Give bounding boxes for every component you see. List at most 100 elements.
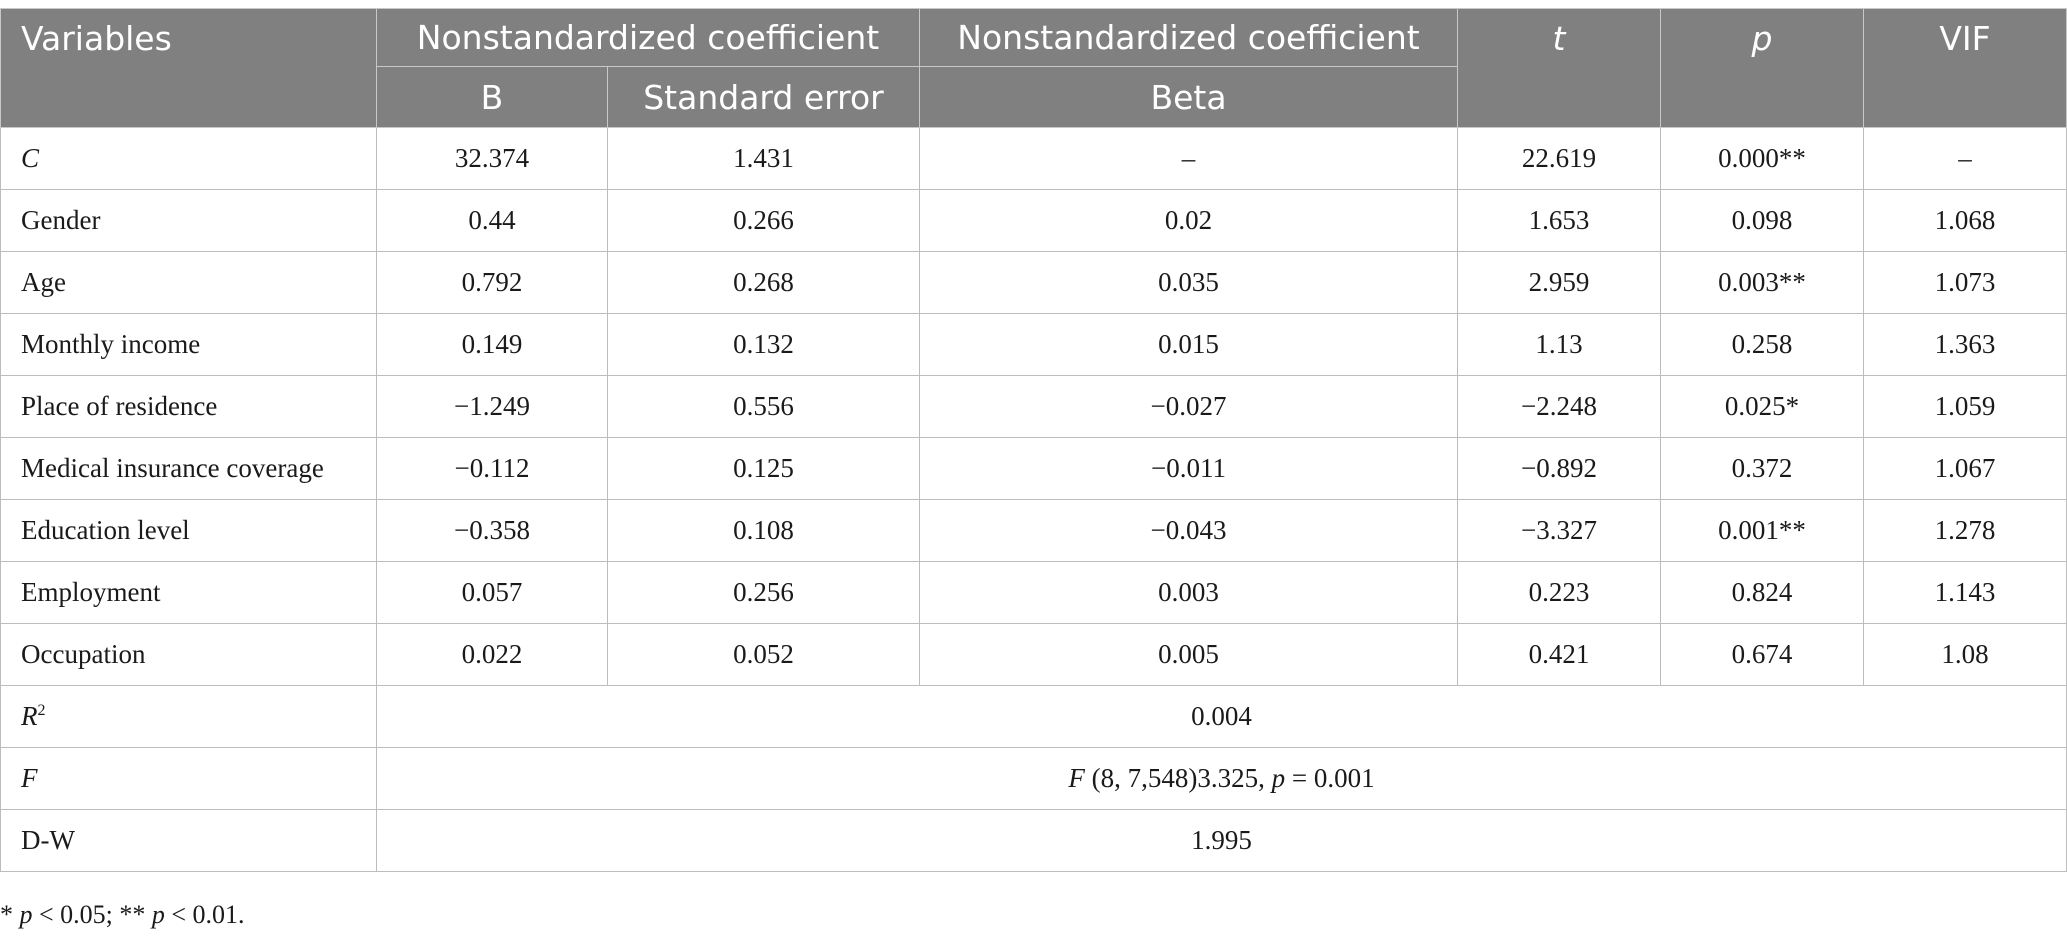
header-b: B bbox=[376, 66, 608, 128]
cell-t: 0.421 bbox=[1457, 623, 1661, 686]
table-body: C 32.374 1.431 – 22.619 0.000** – Gender… bbox=[0, 127, 2067, 872]
cell-vif: 1.059 bbox=[1863, 375, 2067, 438]
header-beta: Beta bbox=[919, 66, 1458, 128]
cell-vif: 1.363 bbox=[1863, 313, 2067, 376]
cell-p: 0.098 bbox=[1660, 189, 1864, 252]
footnote-end: < 0.01. bbox=[164, 900, 245, 929]
summary-row-r2: R2 0.004 bbox=[0, 685, 2067, 748]
cell-se: 0.052 bbox=[607, 623, 920, 686]
cell-variable: Gender bbox=[0, 189, 377, 252]
cell-t: −2.248 bbox=[1457, 375, 1661, 438]
cell-beta: 0.015 bbox=[919, 313, 1458, 376]
f-value-p: p bbox=[1271, 763, 1286, 793]
cell-se: 0.268 bbox=[607, 251, 920, 314]
cell-p: 0.258 bbox=[1660, 313, 1864, 376]
cell-p: 0.001** bbox=[1660, 499, 1864, 562]
table-row: Gender 0.44 0.266 0.02 1.653 0.098 1.068 bbox=[0, 189, 2067, 252]
cell-se: 1.431 bbox=[607, 127, 920, 190]
cell-b: 32.374 bbox=[376, 127, 608, 190]
cell-variable: Place of residence bbox=[0, 375, 377, 438]
summary-row-f: F F (8, 7,548)3.325, p = 0.001 bbox=[0, 747, 2067, 810]
regression-table: Variables Nonstandardized coefficient No… bbox=[0, 8, 2067, 872]
cell-se: 0.256 bbox=[607, 561, 920, 624]
header-nonstandardized-group-1: Nonstandardized coefficient bbox=[376, 8, 920, 67]
table-row: C 32.374 1.431 – 22.619 0.000** – bbox=[0, 127, 2067, 190]
cell-b: −0.112 bbox=[376, 437, 608, 500]
f-value-end: = 0.001 bbox=[1285, 763, 1375, 793]
footnote-p1: p bbox=[19, 900, 33, 929]
cell-b: 0.44 bbox=[376, 189, 608, 252]
table-row: Occupation 0.022 0.052 0.005 0.421 0.674… bbox=[0, 623, 2067, 686]
cell-beta: −0.027 bbox=[919, 375, 1458, 438]
cell-p: 0.000** bbox=[1660, 127, 1864, 190]
table-row: Medical insurance coverage −0.112 0.125 … bbox=[0, 437, 2067, 500]
cell-beta: −0.043 bbox=[919, 499, 1458, 562]
header-standard-error: Standard error bbox=[607, 66, 920, 128]
cell-beta: −0.011 bbox=[919, 437, 1458, 500]
table-footnote: * p < 0.05; ** p < 0.01. bbox=[0, 900, 245, 930]
cell-r2-label: R2 bbox=[0, 685, 377, 748]
table-row: Employment 0.057 0.256 0.003 0.223 0.824… bbox=[0, 561, 2067, 624]
cell-b: −1.249 bbox=[376, 375, 608, 438]
cell-p: 0.824 bbox=[1660, 561, 1864, 624]
cell-variable: C bbox=[0, 127, 377, 190]
cell-vif: 1.068 bbox=[1863, 189, 2067, 252]
header-variables: Variables bbox=[0, 8, 377, 128]
cell-p: 0.674 bbox=[1660, 623, 1864, 686]
cell-beta: 0.02 bbox=[919, 189, 1458, 252]
cell-vif: 1.278 bbox=[1863, 499, 2067, 562]
cell-variable: Age bbox=[0, 251, 377, 314]
cell-b: 0.022 bbox=[376, 623, 608, 686]
cell-f-value: F (8, 7,548)3.325, p = 0.001 bbox=[376, 747, 2067, 810]
r2-label-superscript: 2 bbox=[37, 702, 46, 719]
cell-vif: 1.143 bbox=[1863, 561, 2067, 624]
cell-se: 0.556 bbox=[607, 375, 920, 438]
cell-dw-label: D-W bbox=[0, 809, 377, 872]
cell-t: −0.892 bbox=[1457, 437, 1661, 500]
cell-beta: 0.035 bbox=[919, 251, 1458, 314]
footnote-p2: p bbox=[151, 900, 165, 929]
f-value-mid: (8, 7,548)3.325, bbox=[1084, 763, 1272, 793]
cell-variable: Education level bbox=[0, 499, 377, 562]
cell-b: −0.358 bbox=[376, 499, 608, 562]
cell-vif: 1.073 bbox=[1863, 251, 2067, 314]
cell-p: 0.025* bbox=[1660, 375, 1864, 438]
cell-variable: Medical insurance coverage bbox=[0, 437, 377, 500]
cell-se: 0.108 bbox=[607, 499, 920, 562]
cell-t: 0.223 bbox=[1457, 561, 1661, 624]
header-nonstandardized-group-2: Nonstandardized coefficient bbox=[919, 8, 1458, 67]
cell-variable: Employment bbox=[0, 561, 377, 624]
cell-t: 2.959 bbox=[1457, 251, 1661, 314]
cell-t: −3.327 bbox=[1457, 499, 1661, 562]
cell-b: 0.057 bbox=[376, 561, 608, 624]
cell-beta: – bbox=[919, 127, 1458, 190]
cell-t: 1.13 bbox=[1457, 313, 1661, 376]
cell-t: 1.653 bbox=[1457, 189, 1661, 252]
cell-b: 0.149 bbox=[376, 313, 608, 376]
header-t: t bbox=[1457, 8, 1661, 128]
cell-beta: 0.003 bbox=[919, 561, 1458, 624]
r2-label-base: R bbox=[21, 701, 38, 731]
cell-t: 22.619 bbox=[1457, 127, 1661, 190]
header-vif: VIF bbox=[1863, 8, 2067, 128]
cell-dw-value: 1.995 bbox=[376, 809, 2067, 872]
cell-vif: 1.067 bbox=[1863, 437, 2067, 500]
footnote-mid: < 0.05; ** bbox=[32, 900, 152, 929]
table-row: Age 0.792 0.268 0.035 2.959 0.003** 1.07… bbox=[0, 251, 2067, 314]
cell-variable: Monthly income bbox=[0, 313, 377, 376]
cell-se: 0.266 bbox=[607, 189, 920, 252]
table-row: Education level −0.358 0.108 −0.043 −3.3… bbox=[0, 499, 2067, 562]
cell-p: 0.372 bbox=[1660, 437, 1864, 500]
table-row: Place of residence −1.249 0.556 −0.027 −… bbox=[0, 375, 2067, 438]
header-p: p bbox=[1660, 8, 1864, 128]
cell-beta: 0.005 bbox=[919, 623, 1458, 686]
footnote-star1: * bbox=[0, 900, 20, 929]
cell-vif: 1.08 bbox=[1863, 623, 2067, 686]
cell-b: 0.792 bbox=[376, 251, 608, 314]
cell-vif: – bbox=[1863, 127, 2067, 190]
cell-se: 0.125 bbox=[607, 437, 920, 500]
cell-f-label: F bbox=[0, 747, 377, 810]
cell-r2-value: 0.004 bbox=[376, 685, 2067, 748]
summary-row-dw: D-W 1.995 bbox=[0, 809, 2067, 872]
table-row: Monthly income 0.149 0.132 0.015 1.13 0.… bbox=[0, 313, 2067, 376]
